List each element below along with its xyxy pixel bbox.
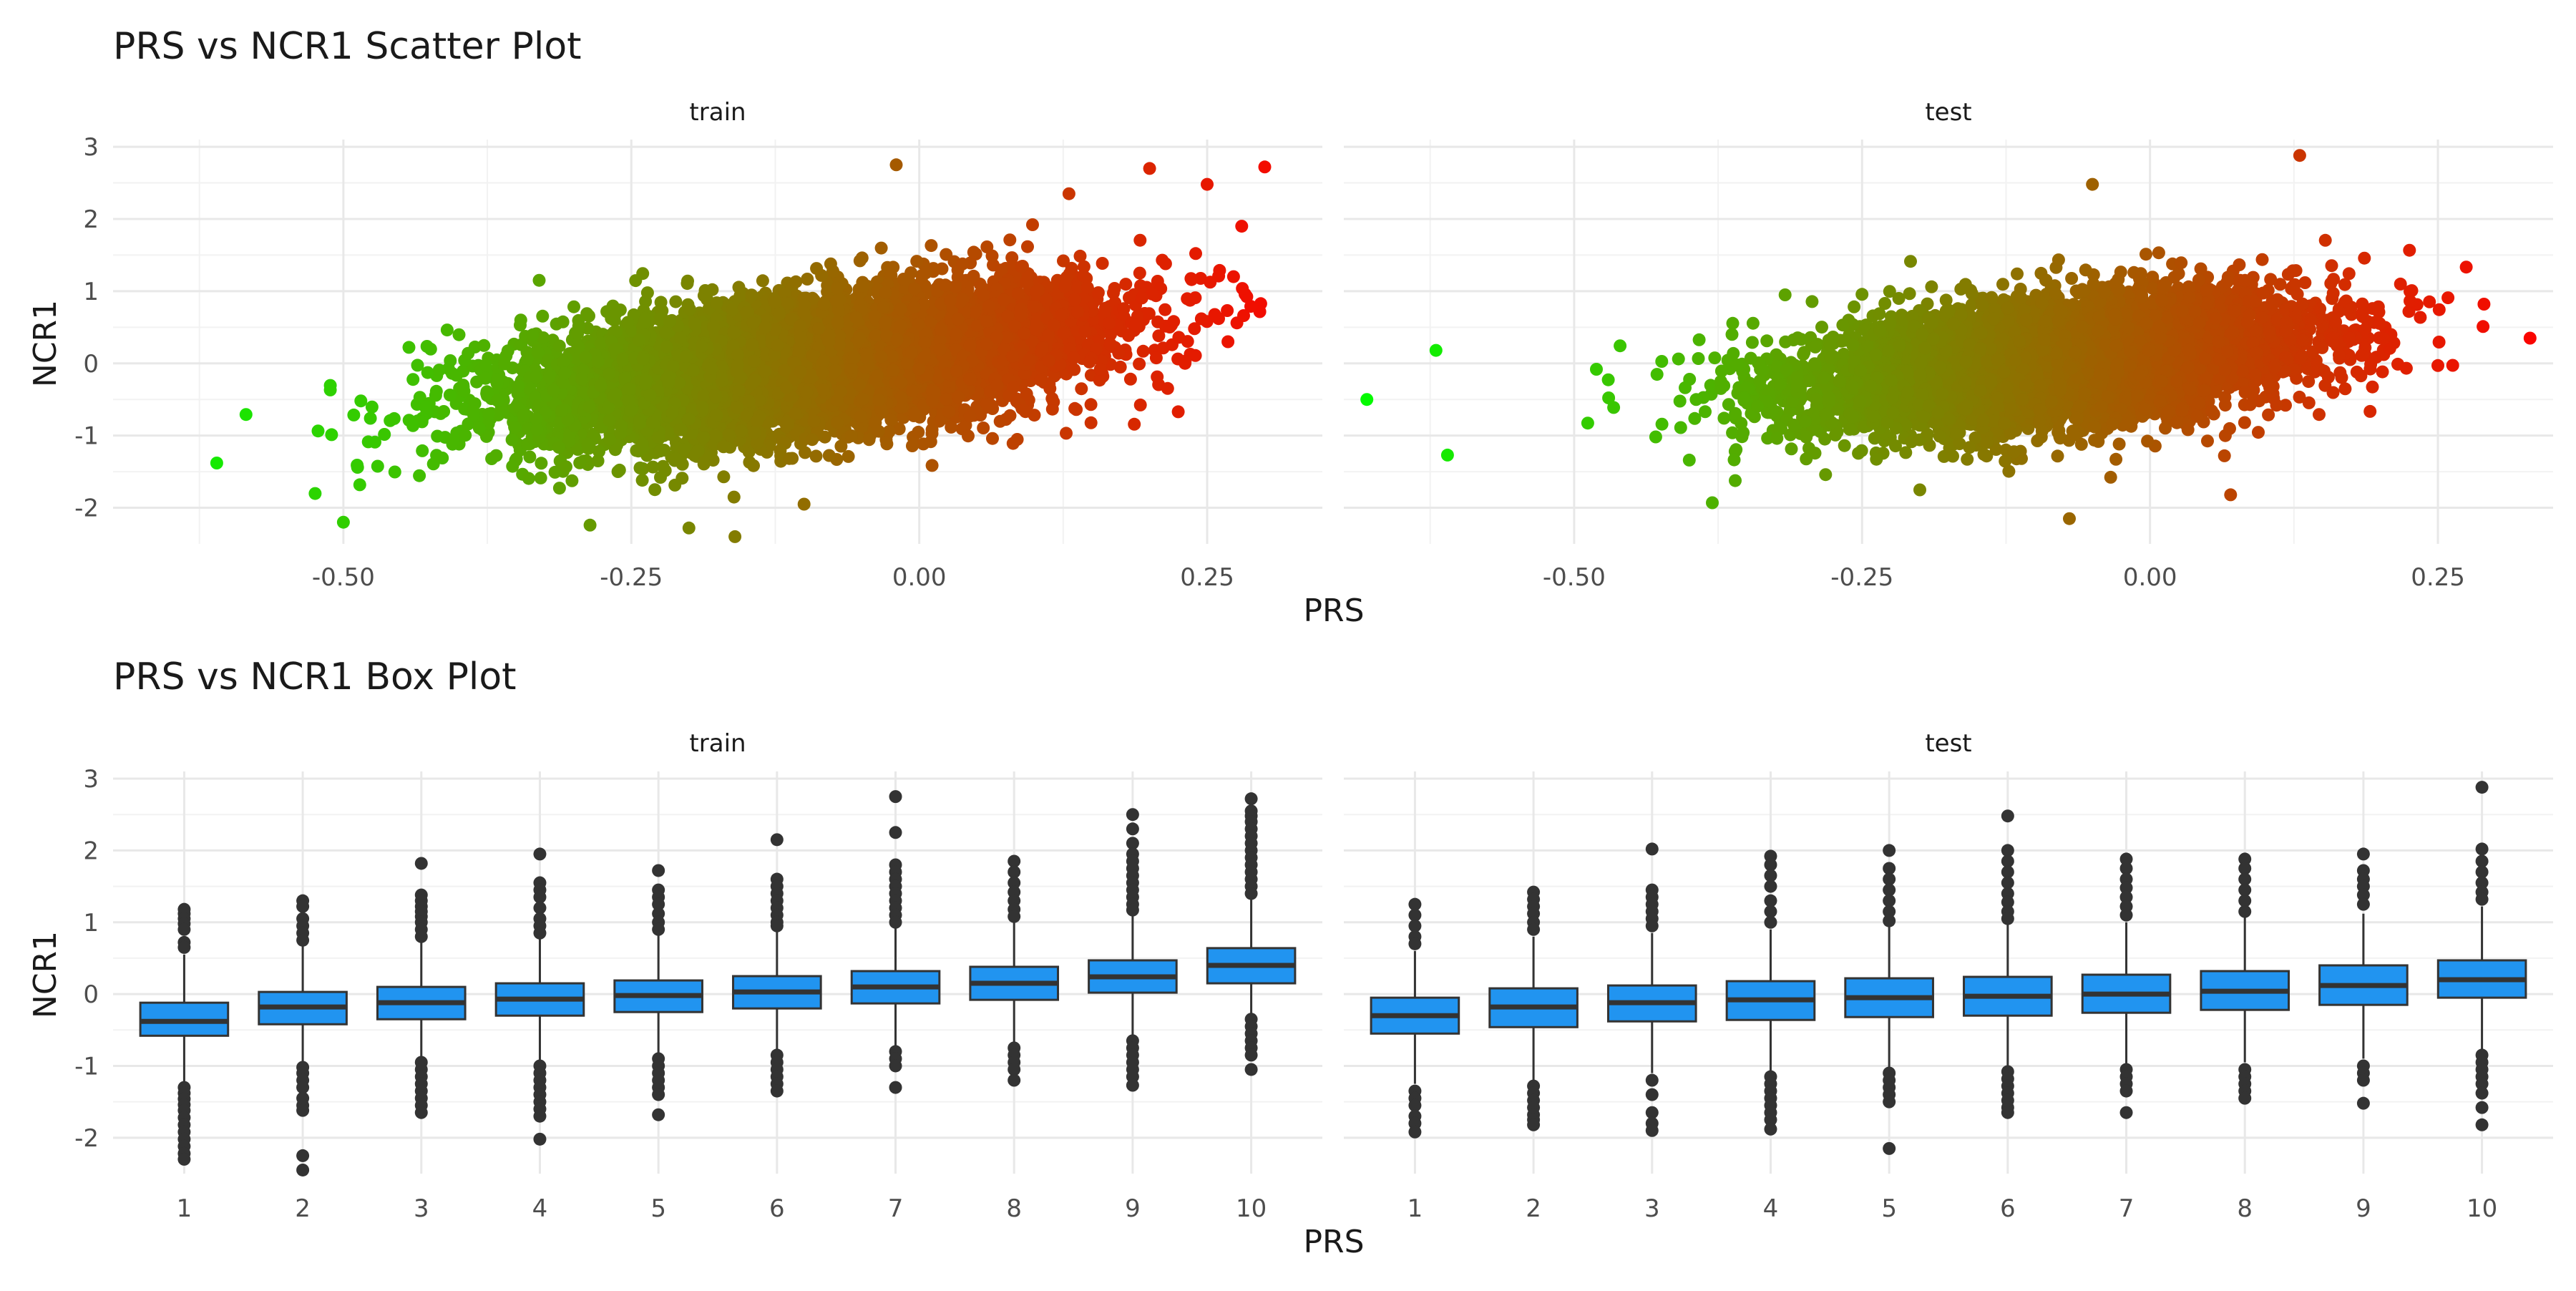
scatter-plot-title: PRS vs NCR1 Scatter Plot xyxy=(113,25,582,68)
scatter-point xyxy=(1133,267,1146,280)
scatter-point xyxy=(634,462,647,474)
scatter-point xyxy=(977,422,990,434)
scatter-point xyxy=(745,288,758,301)
scatter-point xyxy=(717,470,730,483)
scatter-point xyxy=(444,354,457,367)
scatter-point xyxy=(810,449,823,462)
scatter-point xyxy=(1209,308,1221,321)
scatter-point xyxy=(416,444,429,457)
scatter-point xyxy=(1150,351,1163,364)
scatter-point xyxy=(647,461,660,474)
scatter-point xyxy=(648,483,661,496)
y-tick-label: -2 xyxy=(74,495,99,523)
scatter-point xyxy=(1172,331,1185,344)
scatter-point xyxy=(728,491,741,504)
scatter-point xyxy=(1004,409,1017,422)
scatter-point xyxy=(1158,303,1171,316)
scatter-point xyxy=(1179,355,1191,368)
scatter-point xyxy=(389,466,401,479)
scatter-point xyxy=(1119,278,1132,291)
scatter-point xyxy=(436,452,449,464)
scatter-point xyxy=(362,435,375,448)
scatter-point xyxy=(477,339,490,352)
scatter-point xyxy=(549,466,562,479)
scatter-point xyxy=(479,372,492,385)
scatter-point xyxy=(366,401,379,414)
scatter-point xyxy=(573,457,586,469)
x-tick-label: -0.50 xyxy=(312,563,375,592)
scatter-point xyxy=(1133,358,1146,371)
x-tick-label: 0.00 xyxy=(892,563,947,592)
scatter-point xyxy=(553,482,566,495)
scatter-point xyxy=(353,478,366,491)
scatter-point xyxy=(565,474,578,487)
scatter-point xyxy=(240,408,253,421)
scatter-point xyxy=(354,394,367,407)
scatter-point xyxy=(411,359,424,371)
scatter-point xyxy=(447,434,459,447)
scatter-point xyxy=(388,412,401,425)
y-tick-label: 2 xyxy=(83,205,99,234)
scatter-point xyxy=(1221,336,1234,349)
scatter-point xyxy=(325,428,338,441)
y-tick-label: 1 xyxy=(83,278,99,306)
scatter-point xyxy=(917,437,930,450)
y-tick-label: 0 xyxy=(83,350,99,379)
scatter-point xyxy=(854,254,867,267)
scatter-point xyxy=(789,276,802,288)
scatter-point xyxy=(1026,218,1039,231)
scatter-point xyxy=(1007,437,1020,450)
y-tick-label: -1 xyxy=(74,422,99,451)
scatter-point xyxy=(613,464,626,477)
y-tick-label: 3 xyxy=(83,133,99,162)
scatter-point xyxy=(403,341,416,354)
scatter-point xyxy=(1128,418,1141,431)
scatter-point xyxy=(560,460,572,473)
scatter-point xyxy=(453,328,466,341)
scatter-point xyxy=(875,242,888,255)
scatter-point xyxy=(636,474,649,487)
scatter-point xyxy=(489,449,502,462)
scatter-point xyxy=(669,296,682,308)
x-tick-label: -0.25 xyxy=(600,563,663,592)
scatter-point xyxy=(536,310,549,323)
scatter-point xyxy=(926,459,939,472)
facet-strip-label: train xyxy=(689,98,746,127)
x-tick-label: 0.25 xyxy=(1180,563,1234,592)
scatter-point xyxy=(1085,416,1098,429)
scatter-point xyxy=(1003,233,1016,246)
scatter-point xyxy=(502,344,514,357)
scatter-point xyxy=(522,472,535,485)
scatter-point xyxy=(584,519,597,532)
scatter-point xyxy=(413,469,426,482)
scatter-point xyxy=(312,424,325,437)
scatter-point xyxy=(1122,329,1135,342)
scatter-point xyxy=(462,347,474,360)
scatter-point xyxy=(641,286,654,299)
scatter-point xyxy=(1096,257,1109,270)
scatter-point xyxy=(986,432,999,445)
scatter-point xyxy=(1133,234,1146,247)
